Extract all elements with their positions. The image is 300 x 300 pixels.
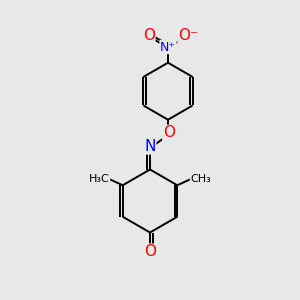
Text: O: O xyxy=(163,125,175,140)
Text: O: O xyxy=(144,244,156,259)
Text: N: N xyxy=(144,139,156,154)
Text: H₃C: H₃C xyxy=(89,174,110,184)
Text: O⁻: O⁻ xyxy=(178,28,198,43)
Text: O: O xyxy=(143,28,155,43)
Text: CH₃: CH₃ xyxy=(190,174,211,184)
Text: N⁺: N⁺ xyxy=(160,40,176,54)
